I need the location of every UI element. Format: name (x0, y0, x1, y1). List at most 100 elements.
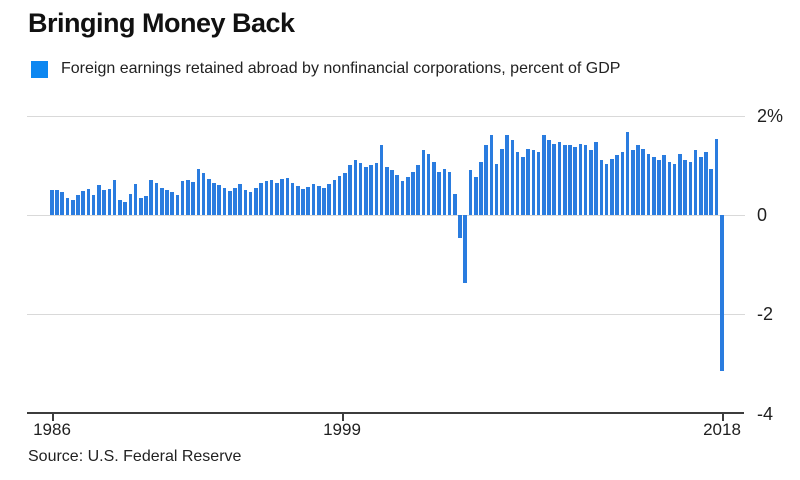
bar (285, 177, 290, 215)
bar (343, 172, 347, 215)
bar (248, 191, 253, 215)
bar (468, 170, 473, 215)
bar (207, 179, 211, 215)
bar (128, 193, 133, 215)
bar (316, 186, 321, 215)
bar (515, 151, 520, 215)
bar (599, 160, 604, 215)
bar (238, 184, 243, 215)
bar (191, 181, 195, 215)
bar (369, 165, 373, 215)
x-axis-tick (342, 413, 344, 421)
gridline (27, 115, 745, 117)
bar (264, 181, 269, 215)
bar (107, 188, 112, 215)
bar (526, 148, 530, 215)
bar (227, 191, 232, 215)
bar (243, 190, 248, 215)
bar (562, 145, 567, 215)
bar (578, 143, 583, 215)
bar (259, 182, 263, 215)
bar (222, 187, 227, 215)
bar (154, 182, 159, 215)
x-axis-label: 2018 (703, 420, 741, 439)
bar (327, 184, 331, 215)
bar (364, 166, 368, 215)
bar (447, 171, 452, 215)
bar (290, 182, 295, 215)
bar (348, 165, 352, 215)
bar (573, 146, 577, 215)
bar (374, 162, 379, 215)
bar (144, 196, 148, 215)
bar (201, 172, 206, 215)
bar (379, 145, 384, 215)
bar (123, 201, 127, 215)
bar (60, 191, 65, 215)
bar (138, 197, 143, 215)
bar (97, 185, 101, 215)
bar (463, 215, 468, 284)
bar (149, 180, 154, 215)
source-note: Source: U.S. Federal Reserve (28, 448, 242, 465)
x-axis-label: 1999 (323, 420, 361, 439)
bar (50, 190, 54, 215)
bar (625, 132, 630, 215)
bar (662, 155, 666, 215)
bar (118, 200, 122, 215)
bar (442, 168, 447, 215)
bar (646, 153, 651, 215)
bar (453, 193, 457, 215)
bar (636, 145, 640, 215)
bar (421, 150, 426, 215)
y-axis-label: 2% (757, 105, 784, 126)
bar (657, 160, 661, 215)
bar (332, 180, 337, 215)
bar (630, 150, 635, 215)
chart-title: Bringing Money Back (28, 8, 295, 38)
bar (70, 200, 75, 215)
bar (479, 161, 483, 215)
bar (699, 156, 703, 215)
bar (411, 171, 415, 215)
bar (641, 148, 646, 215)
bar (384, 166, 389, 215)
gridline (27, 215, 745, 216)
bar (133, 183, 138, 215)
bar (280, 179, 284, 215)
bar (709, 168, 714, 215)
bar (432, 161, 436, 215)
bar (395, 175, 400, 215)
bar (594, 141, 598, 215)
bar (405, 176, 410, 215)
bar (159, 187, 164, 215)
bar (589, 150, 593, 215)
bar (719, 215, 724, 371)
bar (233, 187, 237, 215)
bar (400, 181, 405, 215)
bar (704, 151, 708, 215)
bar (322, 187, 326, 215)
bar (531, 150, 536, 215)
bar (358, 162, 363, 215)
bar (65, 197, 70, 215)
bar (557, 141, 562, 215)
bar (102, 190, 106, 215)
bar (81, 190, 85, 215)
x-axis-line (27, 412, 744, 414)
bar (620, 151, 625, 215)
bar (91, 194, 96, 215)
bar (458, 215, 462, 238)
bar (55, 190, 59, 215)
bar (604, 163, 609, 215)
legend-label: Foreign earnings retained abroad by nonf… (61, 60, 621, 77)
y-axis-label: -4 (757, 403, 774, 424)
bar (651, 156, 656, 215)
legend-swatch-icon (31, 60, 48, 78)
bar (683, 160, 687, 215)
bar (390, 170, 394, 215)
bar (353, 160, 358, 215)
bar (510, 140, 515, 215)
bar (672, 163, 677, 215)
bar (269, 180, 274, 215)
